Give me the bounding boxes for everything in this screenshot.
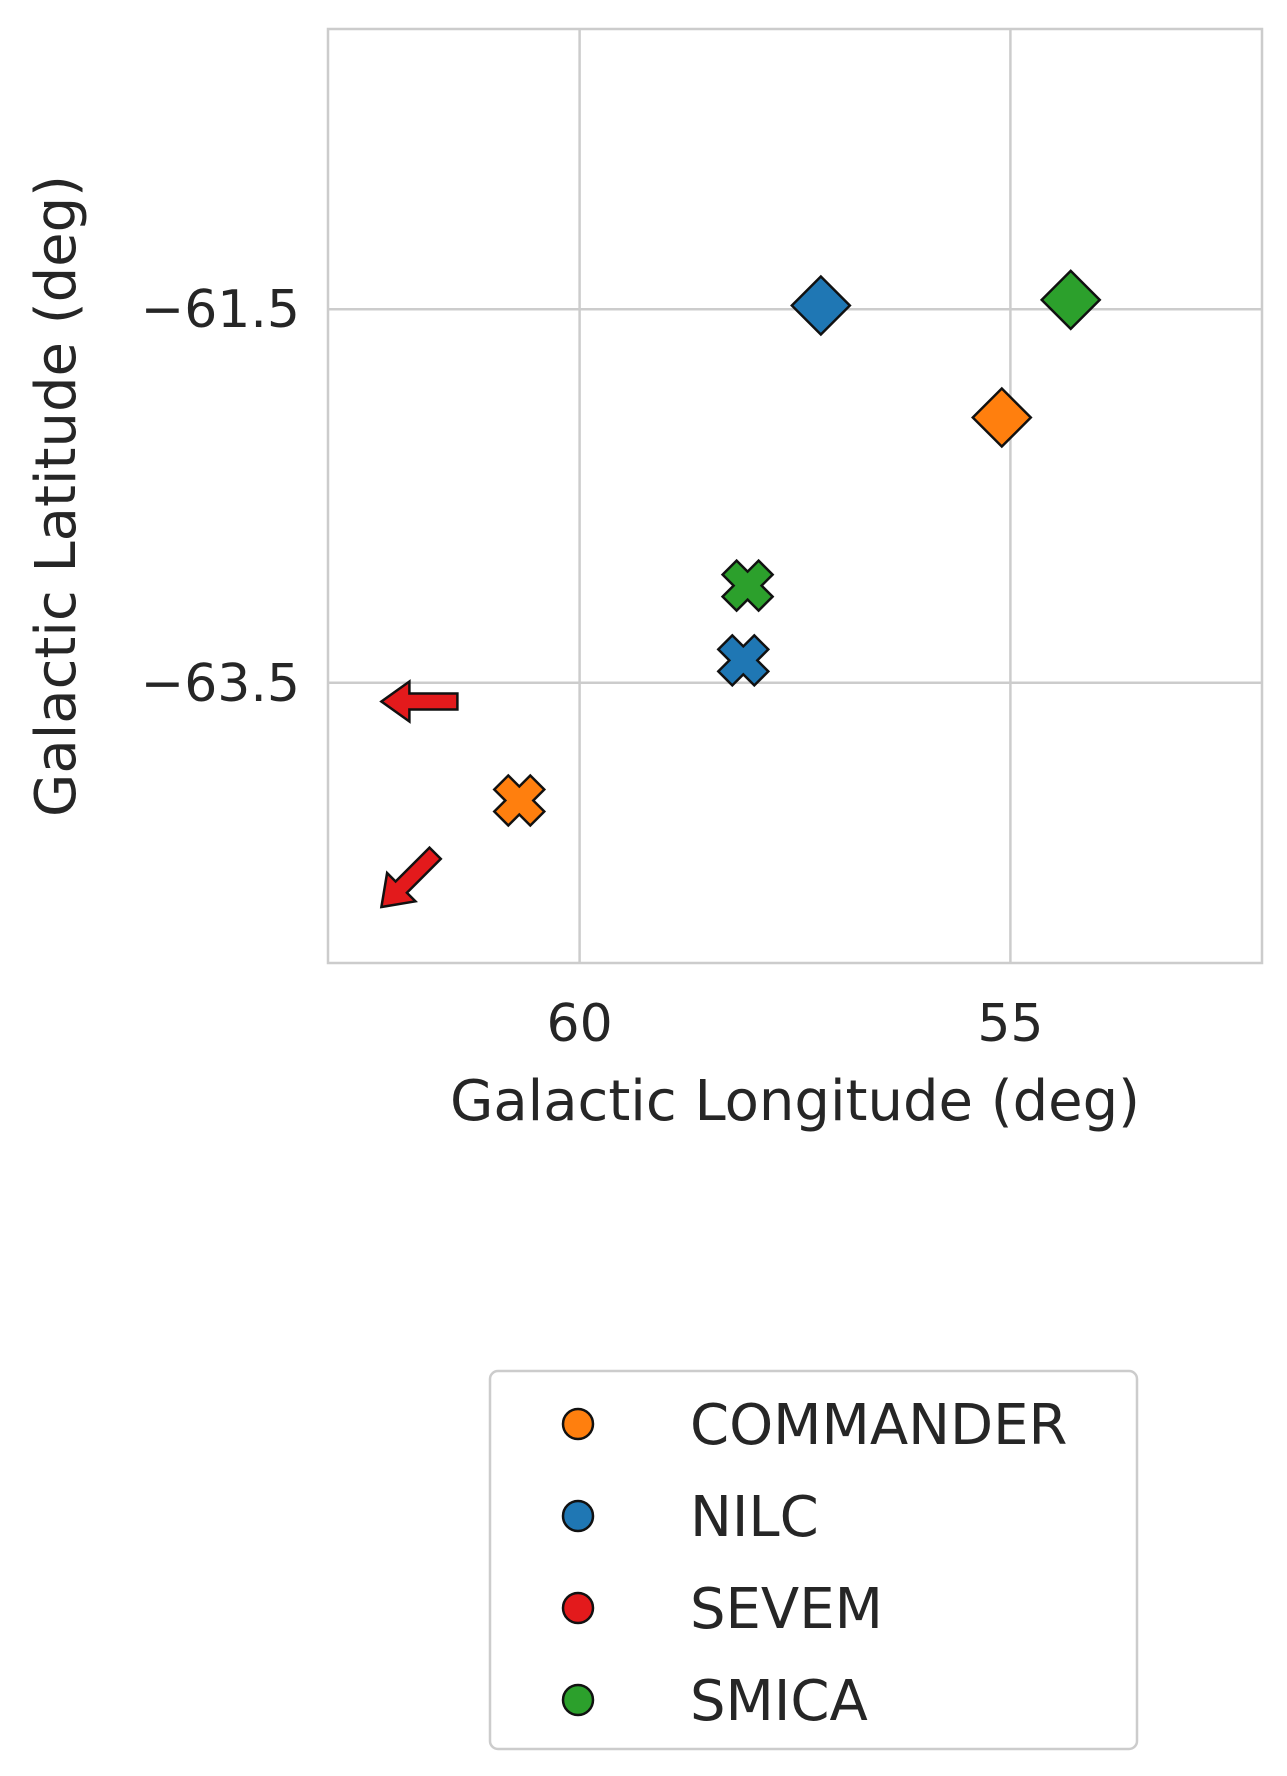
y-tick-label: −63.5 [141,654,300,714]
legend: COMMANDER NILC SEVEM SMICA [488,1369,1139,1751]
y-axis-label: Galactic Latitude (deg) [24,175,89,817]
legend-swatch [561,1499,595,1533]
commander-diamond-marker [971,386,1033,449]
smica-diamond-marker [1039,269,1102,331]
legend-swatch [561,1683,595,1717]
legend-box [488,1369,1139,1751]
legend-label: COMMANDER [690,1393,1067,1458]
x-tick-label: 60 [547,994,613,1054]
sevem-arrow-left-marker [379,679,459,724]
legend-item-nilc: NILC [561,1485,819,1550]
legend-swatch [561,1407,595,1441]
legend-label: NILC [690,1485,819,1550]
legend-items: COMMANDER NILC SEVEM SMICA [561,1393,1067,1734]
legend-label: SMICA [690,1669,868,1734]
x-tick-label: 55 [977,994,1043,1054]
smica-x-marker [720,558,775,613]
data-markers [379,269,1102,909]
commander-x-marker [492,773,547,828]
legend-label: SEVEM [690,1577,883,1642]
legend-item-smica: SMICA [561,1669,868,1734]
plot-area-frame [326,27,1264,965]
tick-labels: 60 55 −61.5 −63.5 [141,280,1044,1054]
legend-swatch [561,1591,595,1625]
sevem-arrow-down-left-marker [379,845,443,909]
x-axis-label: Galactic Longitude (deg) [450,1069,1140,1134]
legend-item-commander: COMMANDER [561,1393,1067,1458]
nilc-x-marker [716,633,771,688]
legend-item-sevem: SEVEM [561,1577,883,1642]
y-tick-label: −61.5 [141,280,300,340]
nilc-diamond-marker [790,274,852,337]
